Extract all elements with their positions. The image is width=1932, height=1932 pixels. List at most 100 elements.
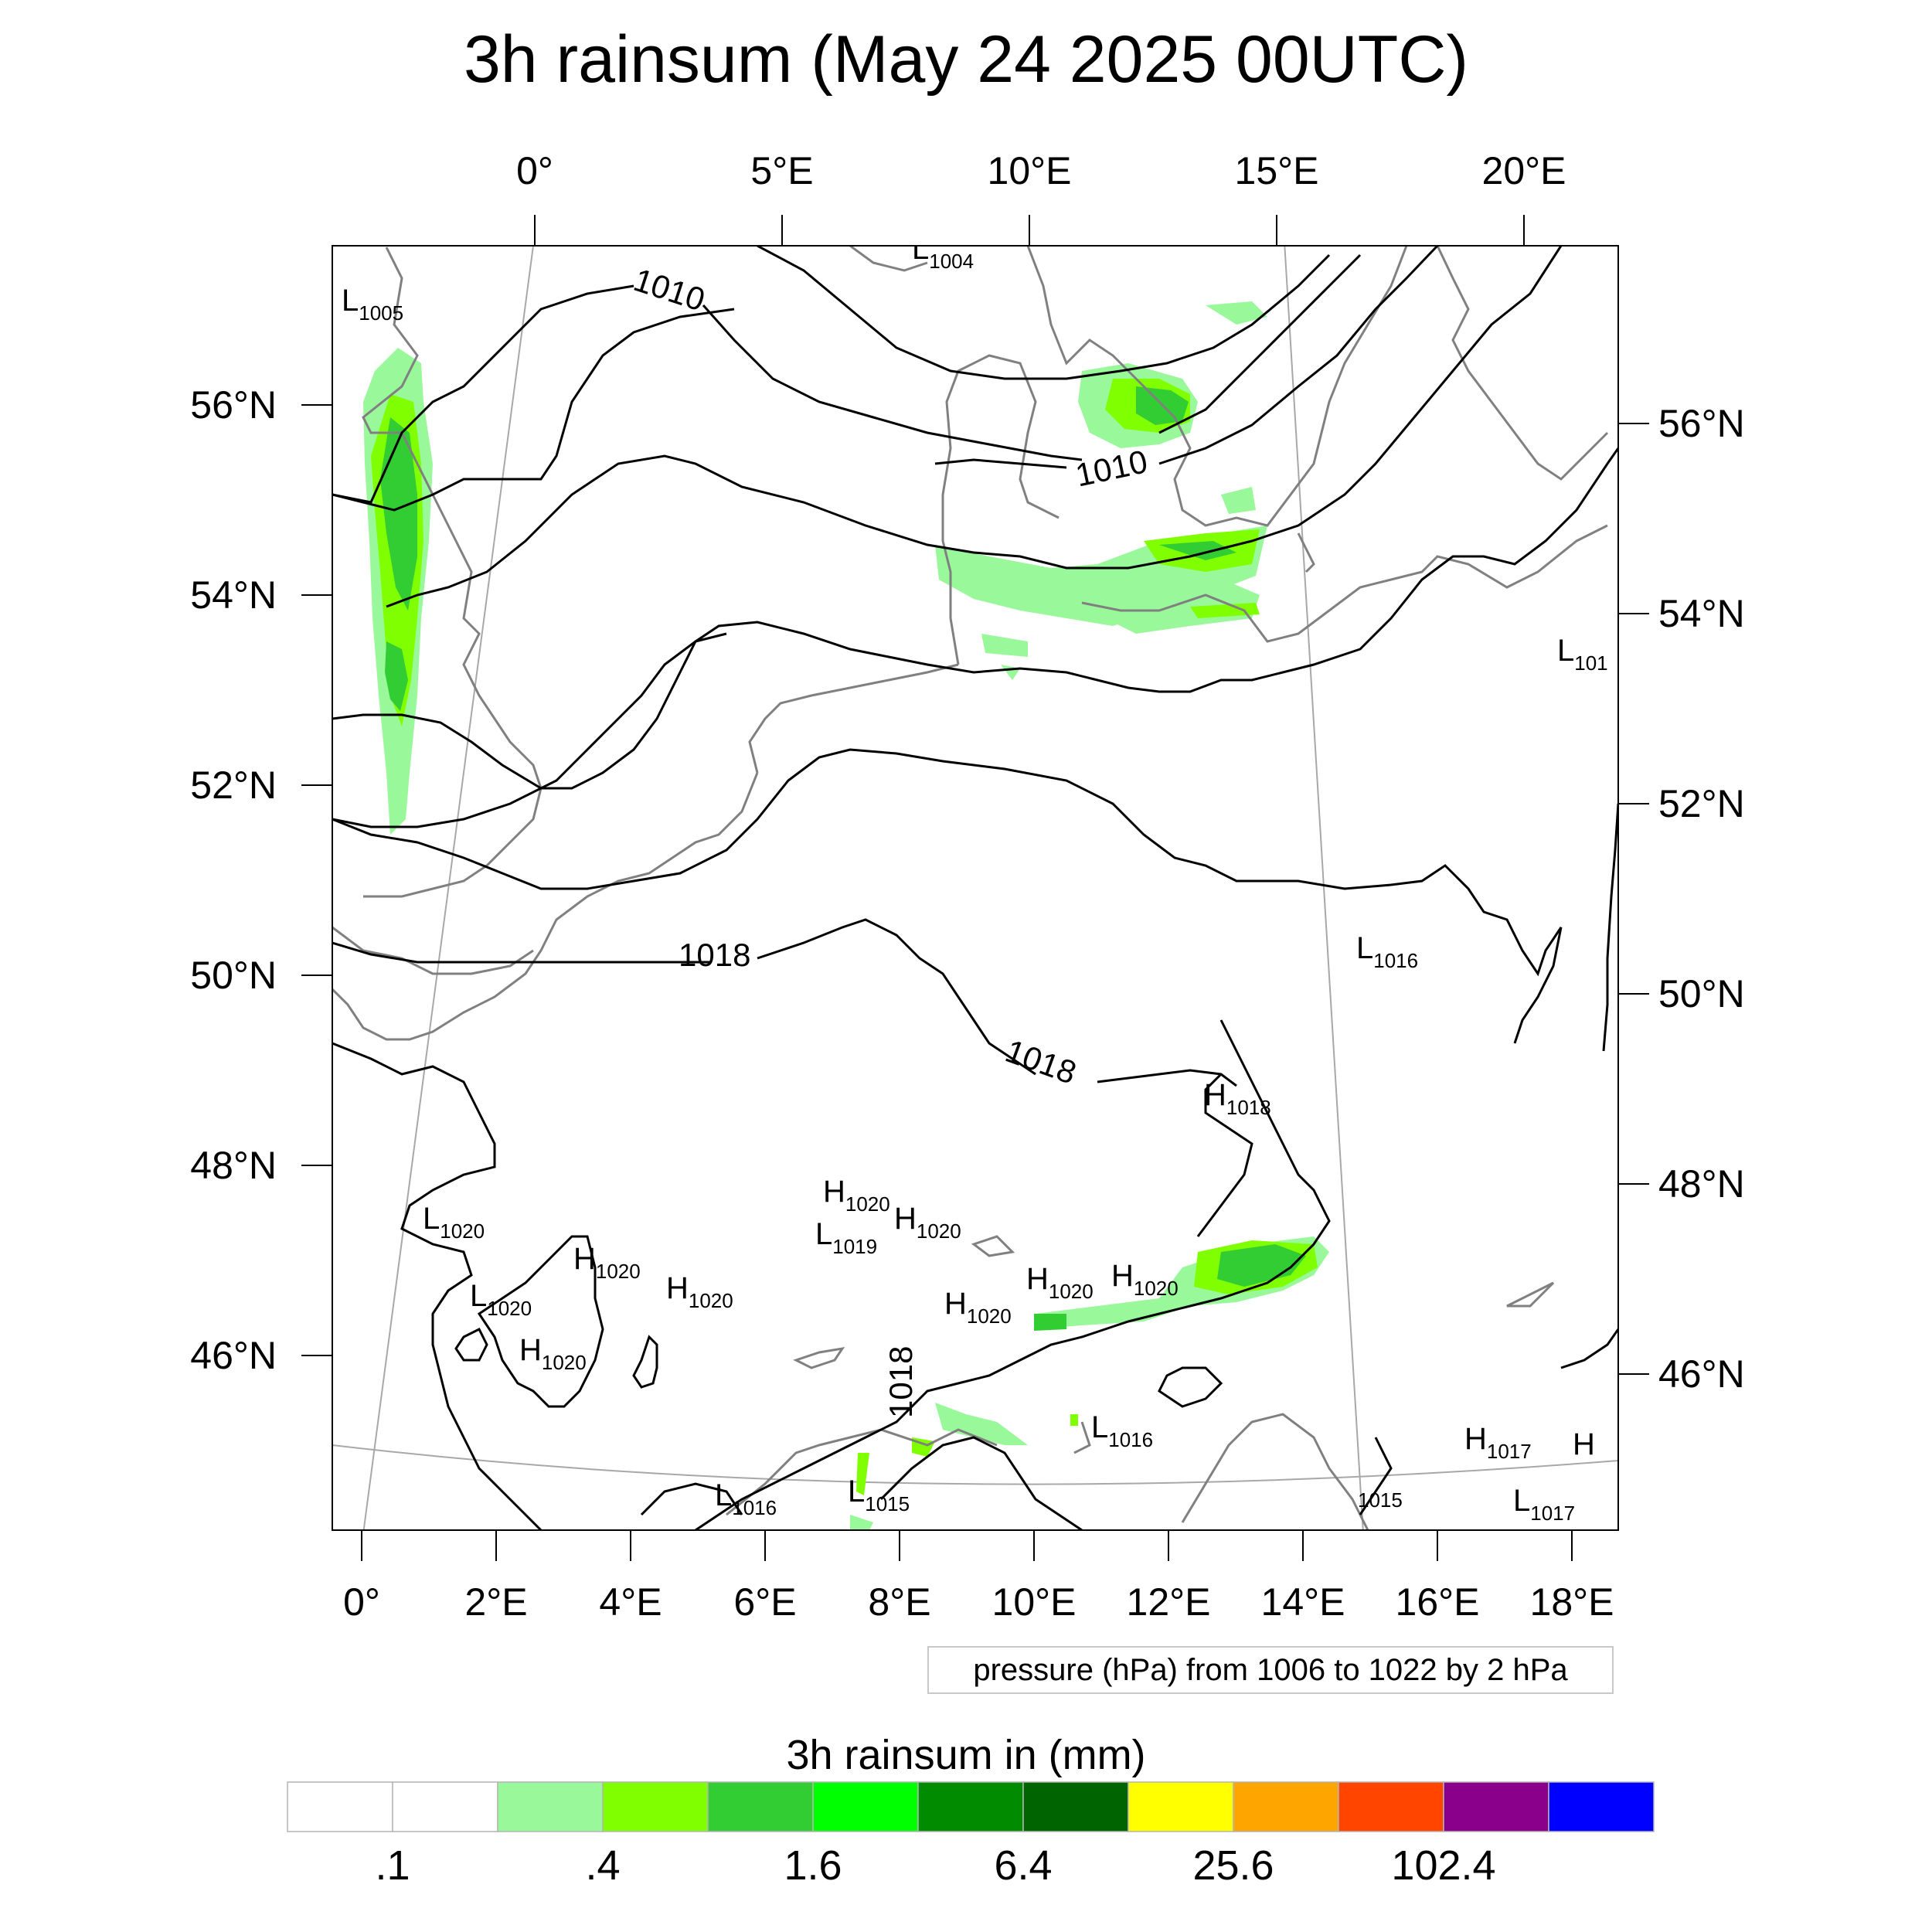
isobar-line (934, 458, 1067, 469)
isobar-line (1158, 246, 1439, 465)
pressure-center-label: H1020 (894, 1202, 961, 1243)
pressure-center-label: L1019 (815, 1217, 877, 1258)
colorbar-tick-label: 102.4 (1391, 1842, 1495, 1889)
coast-gotland (1297, 532, 1315, 573)
coast-adriatic (1181, 1413, 1369, 1530)
rain-patch (1070, 1414, 1078, 1426)
lon-label: 4°E (599, 1580, 662, 1624)
isobar-line (332, 941, 711, 964)
lake-constance (971, 1235, 1015, 1257)
lon-label: 0° (516, 149, 553, 192)
lon-label: 10°E (988, 149, 1072, 192)
bottom-longitude-labels: 0° 2°E 4°E 6°E 8°E 10°E 12°E 14°E 16°E 1… (343, 1580, 1614, 1624)
colorbar-swatch (602, 1781, 709, 1832)
pressure-center-label: L1005 (342, 284, 403, 325)
isobar-line (879, 1436, 1083, 1530)
isobar-label: 1018 (883, 1346, 919, 1418)
meridian-0 (362, 246, 534, 1530)
lon-label: 18°E (1530, 1580, 1614, 1624)
lat-label: 56°N (190, 383, 277, 427)
coast-low-countries (748, 663, 959, 774)
rain-patch (850, 1515, 873, 1530)
isobar-line (332, 447, 1618, 790)
map-area: 1010 1010 1018 1018 1018 L1005 L1004 L10… (332, 232, 1618, 1530)
lat-label: 52°N (1658, 782, 1745, 825)
map-frame (332, 245, 1619, 1531)
colorbar-swatch (497, 1781, 604, 1832)
lon-label: 6°E (733, 1580, 796, 1624)
colorbar-swatch (1128, 1781, 1234, 1832)
pressure-center-label: H1020 (823, 1175, 890, 1216)
pressure-center-label: H1020 (1026, 1262, 1094, 1303)
lat-label: 56°N (1658, 402, 1745, 445)
pressure-centers: L1005 L1004 L101 L1016 H1018 L1020 H1020… (342, 232, 1608, 1525)
lake-balaton (1506, 1281, 1555, 1308)
rain-patch (1113, 572, 1260, 634)
colorbar-tick-label: 1.6 (784, 1842, 842, 1889)
lat-label: 50°N (1658, 972, 1745, 1015)
left-latitude-labels: 56°N 54°N 52°N 50°N 48°N 46°N (190, 383, 277, 1377)
isobar-line (477, 1235, 604, 1408)
colorbar-swatch (287, 1781, 393, 1832)
rain-patch (1034, 1314, 1066, 1331)
lon-label: 0° (343, 1580, 380, 1624)
right-latitude-labels: 56°N 54°N 52°N 50°N 48°N 46°N (1658, 402, 1745, 1396)
rain-patch (856, 1453, 869, 1495)
pressure-center-label: L1020 (470, 1279, 532, 1320)
lat-label: 52°N (190, 764, 277, 807)
isobar-line (332, 308, 735, 512)
colorbar-tick-label: 6.4 (994, 1842, 1052, 1889)
colorbar-swatch (1022, 1781, 1129, 1832)
isobar-label: 1010 (1073, 443, 1151, 493)
lon-label: 15°E (1235, 149, 1319, 192)
pressure-center-label: L1015 (848, 1475, 910, 1515)
coast-sweden (1026, 246, 1408, 527)
lon-label: 10°E (992, 1580, 1077, 1624)
coast-ligurian (726, 1428, 998, 1516)
lat-label: 54°N (190, 573, 277, 617)
coast-france-north (332, 772, 759, 1041)
isobar-line (632, 1335, 658, 1389)
colorbar-swatch (917, 1781, 1024, 1832)
contour-info-box: pressure (hPa) from 1006 to 1022 by 2 hP… (927, 1646, 1614, 1694)
colorbar-swatch (1233, 1781, 1339, 1832)
isobar-line (332, 748, 1563, 1044)
pressure-center-label: L1016 (1091, 1410, 1153, 1451)
colorbar (287, 1781, 1655, 1832)
isobar-line (640, 1482, 743, 1516)
pressure-center-label: H1020 (666, 1271, 733, 1312)
colorbar-tick-label: 25.6 (1192, 1842, 1274, 1889)
colorbar-tick-label: .4 (585, 1842, 620, 1889)
coast-britain (362, 247, 543, 898)
isobar-line (695, 1019, 1331, 1530)
isobar-line (454, 1327, 488, 1362)
lon-label: 16°E (1396, 1580, 1480, 1624)
lon-label: 12°E (1127, 1580, 1211, 1624)
lat-label: 50°N (190, 954, 277, 997)
colorbar-labels: .1 .4 1.6 6.4 25.6 102.4 (375, 1842, 1495, 1889)
coast-bothnia (1436, 246, 1609, 481)
lon-label: 14°E (1261, 1580, 1345, 1624)
coast-baltic-south (1081, 524, 1608, 643)
isobar-label: 1018 (679, 937, 750, 973)
lat-label: 48°N (1658, 1162, 1745, 1206)
rain-patch (981, 634, 1028, 657)
parallel-45n (332, 1444, 1618, 1485)
isobar-label: 1018 (1001, 1032, 1081, 1091)
lon-label: 8°E (868, 1580, 930, 1624)
colorbar-swatch (1443, 1781, 1549, 1832)
isobar-label: 1010 (629, 261, 709, 318)
figure-title: 3h rainsum (May 24 2025 00UTC) (463, 22, 1469, 97)
pressure-center-label: L1020 (423, 1202, 485, 1243)
colorbar-swatch (1338, 1781, 1444, 1832)
pressure-center-label: H1018 (1204, 1078, 1271, 1119)
coast-denmark (941, 354, 1060, 665)
rain-patch (1206, 301, 1267, 325)
isobar-labels: 1010 1010 1018 1018 1018 (629, 261, 1150, 1418)
top-longitude-labels: 0° 5°E 10°E 15°E 20°E (516, 149, 1566, 192)
meridian-15e (1284, 246, 1364, 1530)
pressure-center-label: L1004 (912, 232, 974, 273)
rain-patch (1221, 487, 1256, 514)
